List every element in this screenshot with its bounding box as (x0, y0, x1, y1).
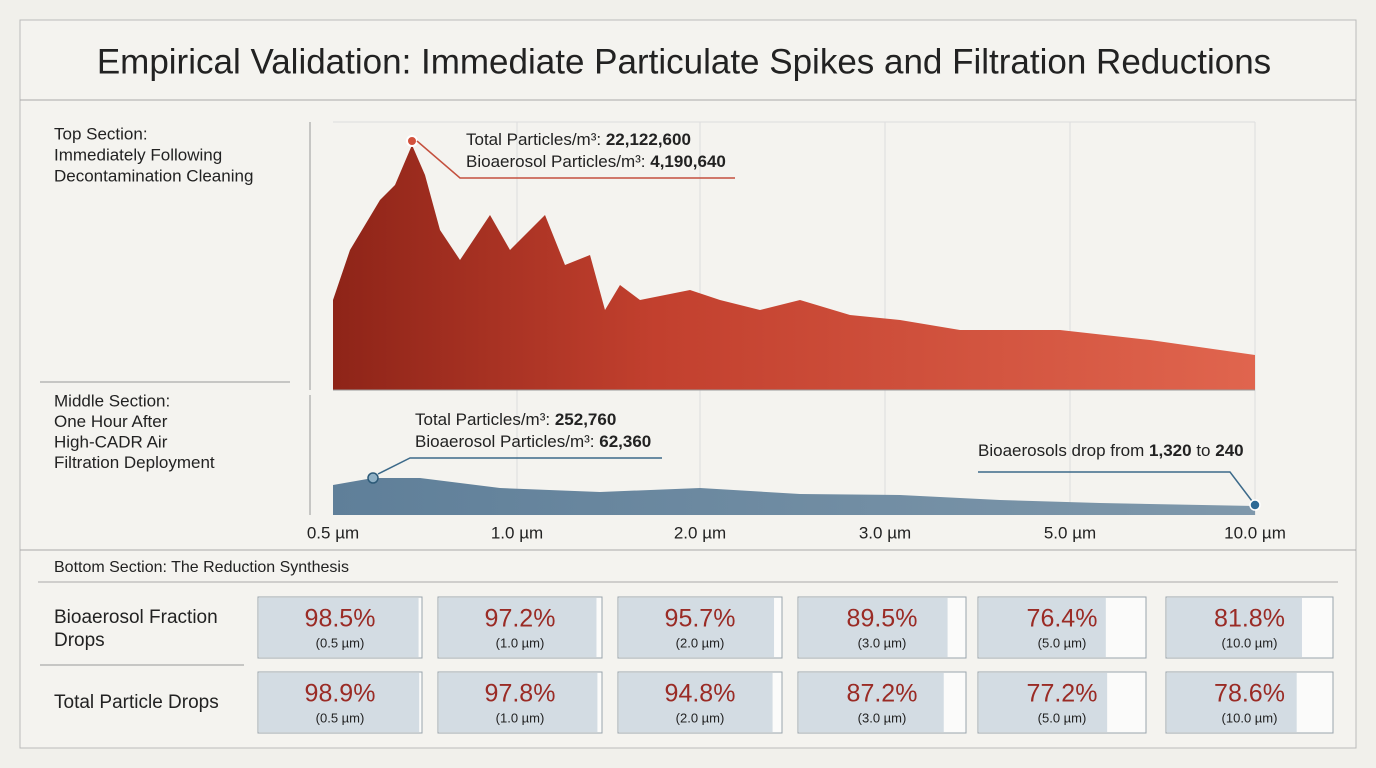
box-fill (259, 673, 420, 732)
row-label: Drops (54, 630, 105, 651)
size: (2.0 µm) (676, 710, 725, 725)
middle-annotation (367, 457, 1261, 511)
percent: 98.9% (305, 680, 376, 708)
box-fill (619, 598, 775, 657)
percent: 89.5% (847, 605, 918, 633)
box-fill (439, 673, 598, 732)
annotation-value: 62,360 (599, 432, 651, 451)
x-tick-label: 0.5 µm (307, 523, 359, 542)
annotation: Bioaerosol Particles/m³: 4,190,640 (466, 152, 726, 171)
annotation-value: 4,190,640 (650, 152, 726, 171)
callout-text: Bioaerosols drop from (978, 441, 1144, 460)
callout-to: 240 (1215, 441, 1243, 460)
percent: 97.8% (485, 680, 556, 708)
percent: 78.6% (1214, 680, 1285, 708)
x-tick-label: 3.0 µm (859, 523, 911, 542)
size: (0.5 µm) (316, 710, 365, 725)
percent: 87.2% (847, 680, 918, 708)
annotations: Total Particles/m³: 22,122,600 Bioaerosol… (415, 130, 1244, 460)
top-area (333, 145, 1255, 390)
box-fill (1167, 673, 1297, 732)
section-label: High-CADR Air (54, 432, 168, 451)
grid (309, 121, 1256, 515)
bottom-title: Bottom Section: The Reduction Synthesis (54, 559, 349, 576)
box-fill (439, 598, 597, 657)
box-fill (619, 673, 773, 732)
box-fill (979, 598, 1106, 657)
callout-from: 1,320 (1149, 441, 1192, 460)
x-tick-label: 1.0 µm (491, 523, 543, 542)
size: (1.0 µm) (496, 635, 545, 650)
percent: 94.8% (665, 680, 736, 708)
box-fill (799, 673, 944, 732)
row-label: Bioaerosol Fraction (54, 607, 218, 628)
percent: 76.4% (1027, 605, 1098, 633)
size: (10.0 µm) (1222, 635, 1278, 650)
size: (0.5 µm) (316, 635, 365, 650)
section-label: One Hour After (54, 412, 168, 431)
annotation: Bioaerosol Particles/m³: 62,360 (415, 432, 651, 451)
box-fill (1167, 598, 1302, 657)
annotation: Total Particles/m³: 22,122,600 (466, 130, 691, 149)
title: Empirical Validation: Immediate Particul… (97, 42, 1271, 81)
box-fill (799, 598, 948, 657)
annotation-label: Bioaerosol Particles/m³: (466, 152, 646, 171)
row-label: Total Particle Drops (54, 692, 219, 713)
annotation-label: Bioaerosol Particles/m³: (415, 432, 595, 451)
x-tick-label: 2.0 µm (674, 523, 726, 542)
callout-joiner: to (1196, 441, 1210, 460)
percent: 77.2% (1027, 680, 1098, 708)
annotation: Total Particles/m³: 252,760 (415, 410, 616, 429)
box-fill (979, 673, 1108, 732)
top-annotation (406, 135, 735, 179)
size: (3.0 µm) (858, 635, 907, 650)
percent: 98.5% (305, 605, 376, 633)
size: (5.0 µm) (1038, 635, 1087, 650)
percent: 81.8% (1214, 605, 1285, 633)
middle-area (333, 478, 1255, 515)
box-fill (259, 598, 419, 657)
callout: Bioaerosols drop from 1,320 to 240 (978, 441, 1244, 460)
annotation-value: 22,122,600 (606, 130, 691, 149)
section-label: Immediately Following (54, 145, 222, 164)
annotation-label: Total Particles/m³: (415, 410, 550, 429)
section-label: Decontamination Cleaning (54, 166, 253, 185)
x-tick-label: 10.0 µm (1224, 523, 1286, 542)
x-axis: 0.5 µm 1.0 µm 2.0 µm 3.0 µm 5.0 µm 10.0 µm (307, 523, 1286, 542)
x-tick-label: 5.0 µm (1044, 523, 1096, 542)
section-label: Top Section: (54, 124, 148, 143)
percent: 95.7% (665, 605, 736, 633)
percent: 97.2% (485, 605, 556, 633)
annotation-value: 252,760 (555, 410, 616, 429)
size: (5.0 µm) (1038, 710, 1087, 725)
size: (1.0 µm) (496, 710, 545, 725)
size: (2.0 µm) (676, 635, 725, 650)
section-labels: Top Section: Immediately Following Deconta… (54, 124, 253, 472)
section-label: Filtration Deployment (54, 453, 215, 472)
section-label: Middle Section: (54, 391, 170, 410)
size: (3.0 µm) (858, 710, 907, 725)
annotation-label: Total Particles/m³: (466, 130, 601, 149)
size: (10.0 µm) (1222, 710, 1278, 725)
